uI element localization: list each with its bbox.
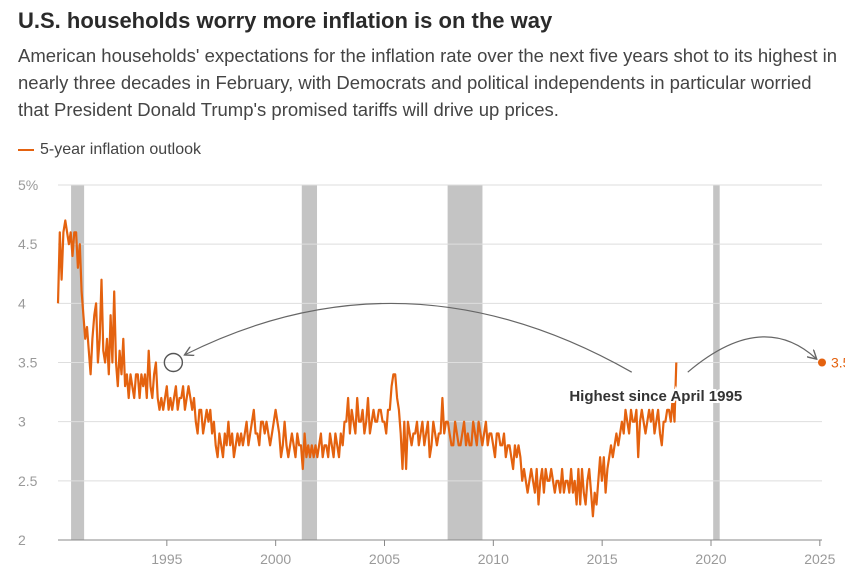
chart-title: U.S. households worry more inflation is …	[18, 8, 553, 33]
y-axis: 2 2.5 3 3.5 4 4.5 5%	[18, 177, 38, 548]
y-tick-label: 4.5	[18, 236, 38, 252]
y-tick-label: 3.5	[18, 355, 38, 371]
latest-value-label: 3.5%	[831, 355, 845, 371]
series-group	[56, 219, 678, 518]
x-axis: 1995 2000 2005 2010 2015 2020 2025	[151, 540, 836, 567]
chart-subtitle: American households' expectations for th…	[18, 45, 838, 120]
y-tick-label: 3	[18, 414, 26, 430]
x-tick-label: 2005	[369, 551, 400, 567]
legend-label: 5-year inflation outlook	[40, 141, 201, 158]
x-tick-label: 2020	[695, 551, 726, 567]
annotation-arrows	[185, 302, 816, 373]
latest-value-dot	[818, 358, 826, 367]
x-tick-label: 2010	[478, 551, 509, 567]
highlight-circle-1995	[163, 352, 184, 373]
x-tick-label: 2015	[587, 551, 618, 567]
annotation-highest-since: Highest since April 1995	[569, 388, 742, 405]
x-tick-label: 1995	[151, 551, 182, 567]
x-tick-label: 2025	[804, 551, 835, 567]
y-tick-label: 2	[18, 532, 26, 548]
y-tick-label: 4	[18, 295, 26, 311]
y-tick-label: 5%	[18, 177, 38, 193]
series-line-0	[56, 219, 678, 518]
annotation-labels: Highest since April 1995 3.5%	[567, 355, 845, 408]
highlight-marks	[163, 352, 826, 373]
arrow-to-1995	[185, 302, 633, 373]
grid-lines	[58, 184, 822, 541]
x-tick-label: 2000	[260, 551, 291, 567]
chart-legend: 5-year inflation outlook	[18, 141, 201, 159]
legend-swatch-line	[18, 149, 34, 151]
arrow-to-2025	[687, 336, 816, 373]
y-tick-label: 2.5	[18, 473, 38, 489]
